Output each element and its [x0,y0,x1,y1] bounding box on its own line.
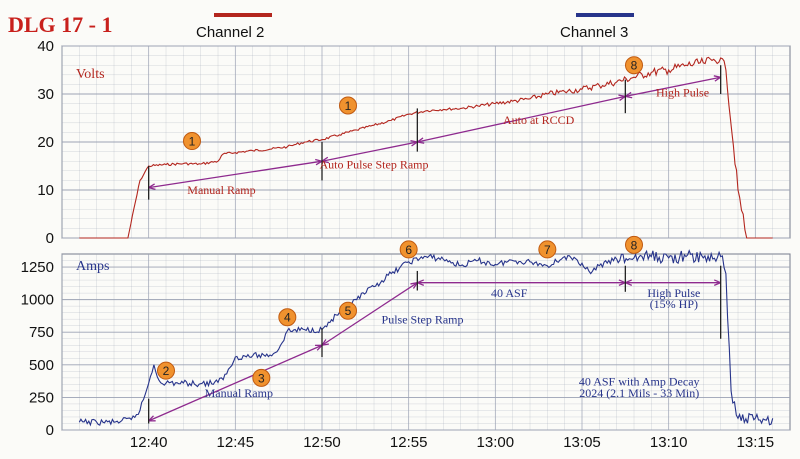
step-marker [625,235,643,254]
annotation-arrow [148,160,323,189]
y-tick-label: 10 [37,182,54,199]
arrow-head [417,279,425,287]
y-tick-label: 250 [29,389,54,406]
arrow-head [713,279,721,287]
arrow-head [625,279,633,287]
arrow-head [148,183,156,190]
y-tick-label: 40 [37,38,54,55]
arrow-head [321,156,329,164]
y-axis-label: Volts [76,67,105,82]
step-marker [252,368,271,387]
x-tick-label: 12:50 [303,434,341,451]
x-tick-label: 13:10 [650,434,688,451]
step-marker [157,361,175,380]
y-tick-label: 20 [37,134,54,151]
y-tick-label: 750 [29,324,54,341]
y-axis-label: Amps [76,259,109,274]
x-tick-label: 13:15 [737,434,775,451]
step-marker [183,132,201,151]
annotation-text: Pulse Step Ramp [382,313,464,327]
series-line-channel3 [78,249,774,427]
step-marker-label: 6 [405,243,412,257]
y-tick-label: 1250 [21,259,54,276]
annotation-text: (15% HP) [650,297,698,311]
step-marker [339,96,357,115]
annotation-arrow [417,95,626,143]
step-marker [399,240,418,259]
annotation-arrow [321,141,418,162]
arrow-head [148,415,156,422]
panel-bottom: 0 250 500 750 1000 1250 Amps 12:40 12:45 12:50 12:… [21,235,791,451]
step-marker-label: 5 [345,304,352,318]
y-tick-label: 0 [46,230,54,247]
x-tick-label: 12:45 [217,434,255,451]
step-marker-label: 7 [544,243,551,257]
legend-label-channel2: Channel 2 [196,24,265,41]
step-marker-label: 8 [631,238,638,252]
arrow-head [315,158,323,166]
y-tick-label: 0 [46,422,54,439]
y-tick-label: 500 [29,357,54,374]
annotation-text: High Pulse [656,85,709,99]
step-marker-label: 2 [163,364,170,378]
step-marker-label: 1 [345,99,352,113]
annotation-text: Auto at RCCD [503,113,575,127]
step-marker [538,240,557,259]
figure-title: DLG 17 - 1 [8,12,113,37]
legend-swatch-channel3 [576,13,634,17]
annotation-text: 40 ASF with Amp Decay [579,375,700,389]
arrow-head [618,94,626,101]
x-tick-label: 13:05 [563,434,601,451]
annotation-text: 2024 (2.1 Mils - 33 Min) [579,386,699,400]
annotation-text: Manual Ramp [205,386,273,400]
arrow-head [618,279,626,287]
arrow-head [314,344,323,351]
legend-label-channel3: Channel 3 [560,24,629,41]
x-tick-label: 12:55 [390,434,428,451]
y-tick-label: 1000 [21,292,54,309]
arrow-head [410,139,418,147]
step-marker-label: 3 [258,371,265,385]
step-marker-label: 8 [631,59,638,73]
annotation-text: Auto Pulse Step Ramp [319,157,428,171]
series-line-channel2 [79,56,773,239]
step-marker-label: 4 [284,311,291,325]
annotation-arrow [148,344,323,422]
x-tick-label: 13:00 [477,434,515,451]
step-marker-label: 1 [189,135,196,149]
arrow-head [713,75,722,82]
annotation-text: High Pulse [647,286,700,300]
arrow-head [416,137,425,144]
annotation-arrow [321,282,418,346]
step-marker [278,308,297,327]
annotation-text: Manual Ramp [187,183,255,197]
annotation-text: 40 ASF [491,286,528,300]
annotation-arrow [625,76,721,98]
step-marker [339,301,357,320]
legend-swatch-channel2 [214,13,272,17]
arrow-head [624,91,633,99]
step-marker [625,56,643,75]
panel-top: 0 10 20 30 40 Volts Manual Ramp Auto Pulse Step… [37,38,791,247]
y-tick-label: 30 [37,86,54,103]
x-tick-label: 12:40 [130,434,168,451]
